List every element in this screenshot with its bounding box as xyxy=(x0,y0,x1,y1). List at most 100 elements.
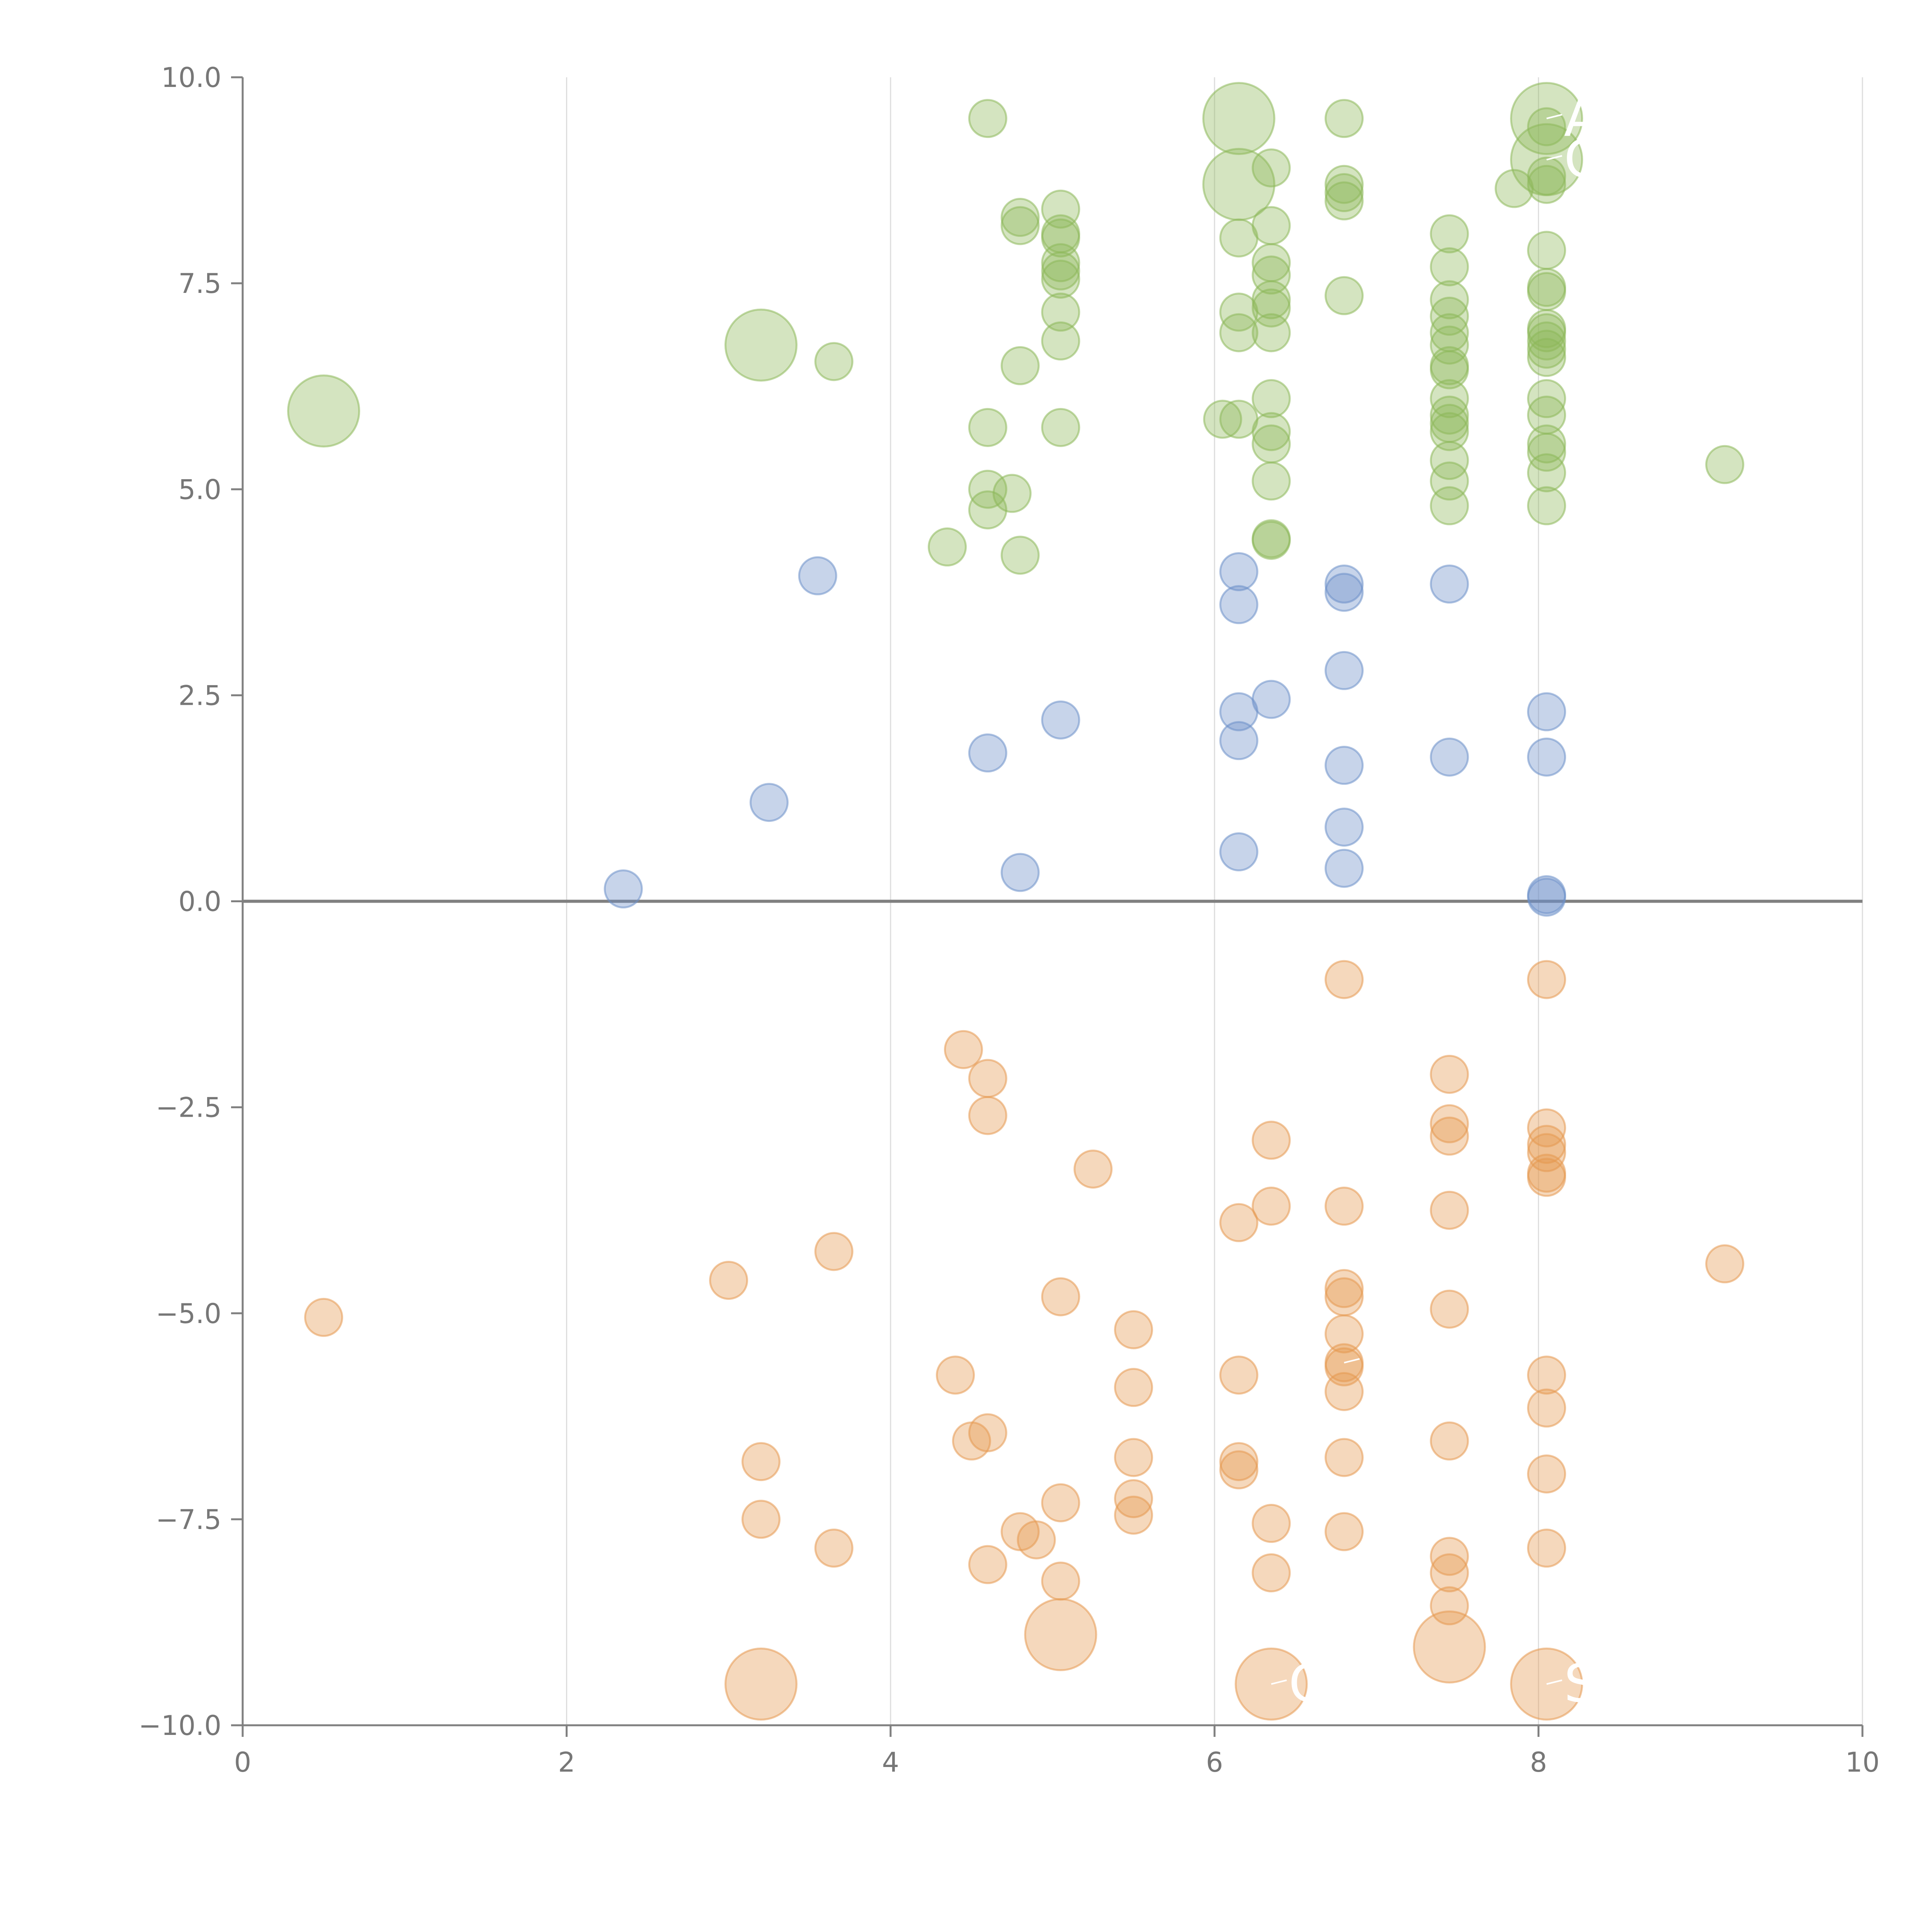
annotation-label: A xyxy=(1564,88,1600,148)
green-point xyxy=(1041,408,1080,447)
annotation-leader xyxy=(1546,114,1563,119)
blue-point xyxy=(1219,552,1259,591)
green-point xyxy=(1325,99,1364,138)
annotation-label: E xyxy=(1362,1332,1395,1393)
orange-point xyxy=(1325,1438,1364,1477)
green-point xyxy=(1041,321,1080,361)
orange-point xyxy=(1430,1537,1469,1576)
orange-point xyxy=(1430,1116,1469,1156)
orange-point xyxy=(935,1355,975,1395)
green-point xyxy=(1430,280,1469,320)
orange-point xyxy=(1114,1368,1153,1407)
orange-point xyxy=(814,1232,854,1271)
orange-point xyxy=(1114,1438,1153,1477)
orange-point xyxy=(1325,1314,1364,1354)
blue-point xyxy=(1430,564,1469,604)
green-point xyxy=(1325,173,1364,213)
orange-point xyxy=(1705,1244,1745,1284)
x-tick-label: 10 xyxy=(1845,1747,1879,1778)
y-axis-ticks: 10.0 7.5 5.0 2.5 0.0 −2.5 −5.0 −7.5 −10.0 xyxy=(138,62,243,1742)
green-point xyxy=(1527,330,1566,369)
orange-point xyxy=(1413,1610,1486,1684)
x-tick-label: 8 xyxy=(1530,1747,1547,1778)
green-point xyxy=(814,342,854,381)
green-point xyxy=(968,490,1007,530)
y-tick-label: −10.0 xyxy=(138,1710,221,1742)
orange-point xyxy=(1325,1187,1364,1226)
green-point xyxy=(1041,259,1080,299)
orange-point xyxy=(1325,1512,1364,1551)
annotation-leader xyxy=(1546,1679,1563,1685)
orange-point xyxy=(1527,1125,1566,1164)
orange-point xyxy=(1527,1529,1566,1568)
orange-point xyxy=(1430,1586,1469,1626)
green-point xyxy=(1000,198,1040,237)
green-point xyxy=(928,527,967,567)
orange-point xyxy=(1041,1561,1080,1601)
x-tick-label: 6 xyxy=(1206,1747,1223,1778)
orange-point xyxy=(1017,1520,1056,1560)
green-point xyxy=(724,308,798,382)
green-point xyxy=(1430,296,1469,336)
orange-point xyxy=(1325,1277,1364,1316)
orange-point xyxy=(968,1059,1007,1098)
green-point xyxy=(1000,206,1040,245)
orange-point xyxy=(1430,1421,1469,1461)
green-point xyxy=(1430,350,1469,389)
green-point xyxy=(287,374,361,448)
green-point xyxy=(1527,338,1566,377)
annotation-leader xyxy=(1271,1679,1287,1685)
green-point xyxy=(1325,165,1364,204)
green-point xyxy=(1430,412,1469,451)
green-point xyxy=(1527,165,1566,204)
green-point xyxy=(1430,395,1469,435)
green-point xyxy=(1000,536,1040,575)
orange-point xyxy=(1325,1269,1364,1308)
green-point xyxy=(1252,461,1291,501)
green-point xyxy=(1527,486,1566,526)
green-point xyxy=(968,99,1007,138)
green-point xyxy=(1041,251,1080,291)
green-point xyxy=(1252,379,1291,418)
green-point xyxy=(1252,313,1291,352)
green-point xyxy=(1430,247,1469,286)
orange-point xyxy=(1114,1479,1153,1519)
green-point xyxy=(1252,280,1291,320)
blue-point xyxy=(1325,564,1364,604)
blue-point xyxy=(1041,700,1080,740)
x-axis-ticks: 0 2 4 6 8 10 xyxy=(234,1725,1880,1778)
orange-point xyxy=(1527,960,1566,999)
blue-point xyxy=(1219,832,1259,872)
orange-point xyxy=(724,1647,798,1721)
annotation-label: S xyxy=(1564,1653,1597,1714)
x-tick-label: 0 xyxy=(234,1747,252,1778)
data-points xyxy=(287,82,1745,1721)
orange-point xyxy=(1430,1104,1469,1143)
orange-point xyxy=(1252,1504,1291,1543)
orange-point xyxy=(968,1096,1007,1135)
green-point xyxy=(1527,321,1566,361)
blue-point xyxy=(749,783,789,822)
green-point xyxy=(1000,346,1040,385)
blue-point xyxy=(1325,651,1364,690)
annotations: AC E S G xyxy=(1271,88,1600,1714)
green-point xyxy=(1527,379,1566,418)
green-point xyxy=(1252,424,1291,464)
green-point xyxy=(1705,445,1745,484)
blue-point xyxy=(1430,737,1469,777)
green-point xyxy=(1252,148,1291,188)
green-point xyxy=(1527,231,1566,270)
green-point xyxy=(1527,432,1566,472)
orange-point xyxy=(1219,1442,1259,1481)
orange-point xyxy=(304,1298,344,1337)
orange-point xyxy=(1073,1150,1113,1189)
green-point xyxy=(1430,214,1469,253)
x-tick-label: 4 xyxy=(882,1747,900,1778)
green-point xyxy=(1325,276,1364,315)
orange-point xyxy=(1219,1450,1259,1490)
annotation-label: C xyxy=(1564,129,1600,189)
green-point xyxy=(1430,441,1469,480)
orange-point xyxy=(1430,1054,1469,1094)
blue-point xyxy=(1325,746,1364,785)
orange-point xyxy=(1114,1495,1153,1535)
